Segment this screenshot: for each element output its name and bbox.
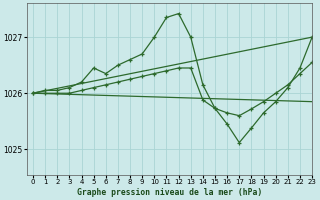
X-axis label: Graphe pression niveau de la mer (hPa): Graphe pression niveau de la mer (hPa) bbox=[77, 188, 262, 197]
